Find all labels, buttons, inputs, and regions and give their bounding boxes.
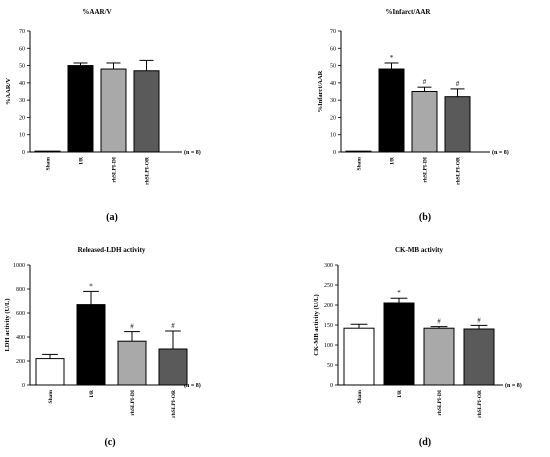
chart4-bar	[423, 327, 455, 386]
chart3-bar	[35, 358, 65, 386]
chart1-x-tick-label: I/R	[79, 156, 85, 165]
chart3-y-tick-label: 400	[16, 335, 25, 341]
chart2-bar	[378, 68, 405, 153]
chart2-bar	[411, 91, 438, 153]
chart1-y-tick-label: 40	[19, 81, 25, 87]
chart1-y-tick-label: 60	[19, 46, 25, 52]
chart3-x-tick-label: Sham	[48, 390, 54, 404]
chart2-y-axis-label: %Infarct/AAR	[317, 70, 324, 112]
chart2-panel-label: (b)	[419, 212, 431, 223]
chart1-bar	[34, 150, 61, 153]
chart1-y-axis-label: %AAR/V	[5, 78, 12, 105]
chart4-y-tick-label: 0	[330, 383, 333, 389]
chart2-bar	[345, 150, 372, 153]
chart3-significance-mark: #	[130, 323, 134, 331]
chart4-y-tick-label: 150	[324, 323, 333, 329]
chart1-x-tick-label: Sham	[46, 157, 52, 171]
chart3-x-tick-label: rhSLPI-DI	[130, 390, 136, 416]
chart4-panel-label: (d)	[419, 437, 431, 448]
chart2-x-tick-label: rhSLPI-OR	[456, 156, 462, 185]
chart4-y-tick-label: 300	[324, 263, 333, 269]
chart3-title: Released-LDH activity	[78, 246, 146, 254]
chart4-n-label: (n = 8)	[505, 382, 522, 389]
chart1-bar	[100, 68, 127, 153]
chart3-y-tick-label: 1000	[13, 263, 25, 269]
chart3-x-tick-label: I/R	[89, 389, 95, 398]
chart3-bar	[158, 348, 188, 386]
chart2-bar	[444, 96, 471, 153]
chart2-y-tick-label: 10	[330, 133, 336, 139]
chart2-y-tick-label: 30	[330, 98, 336, 104]
chart3-n-label: (n = 8)	[184, 382, 201, 389]
chart2-title: %Infarct/AAR	[386, 8, 432, 16]
chart1-y-tick-label: 70	[19, 29, 25, 35]
chart3-y-tick-label: 0	[22, 383, 25, 389]
chart4-y-tick-label: 50	[327, 363, 333, 369]
chart4-bar	[463, 328, 495, 386]
chart2-y-tick-label: 70	[330, 29, 336, 35]
chart4-x-tick-label: rhSLPI-OR	[477, 389, 483, 418]
chart4-y-axis-label: CK-MB activity (U/L)	[313, 294, 320, 355]
chart3-x-tick-label: rhSLPI-OR	[171, 389, 177, 418]
chart1-y-tick-label: 0	[22, 150, 25, 156]
chart4-significance-mark: #	[477, 316, 481, 324]
chart2-x-tick-label: rhSLPI-DI	[423, 157, 429, 183]
chart3-bar	[117, 340, 147, 386]
chart1-y-tick-label: 20	[19, 115, 25, 121]
chart2-y-tick-label: 20	[330, 115, 336, 121]
chart2-x-tick-label: Sham	[357, 157, 363, 171]
chart1-n-label: (n = 8)	[184, 149, 201, 156]
chart2-y-tick-label: 0	[333, 150, 336, 156]
chart4-x-tick-label: rhSLPI-DI	[437, 390, 443, 416]
chart1-bar	[67, 65, 94, 153]
chart1-y-tick-label: 30	[19, 98, 25, 104]
chart2-significance-mark: #	[456, 80, 460, 88]
chart2-n-label: (n = 8)	[492, 149, 509, 156]
chart3-y-axis-label: LDH activity (U/L)	[4, 298, 11, 351]
chart1-bar	[133, 70, 160, 153]
chart1-x-tick-label: rhSLPI-OR	[145, 156, 151, 185]
chart4-bar	[343, 327, 375, 386]
chart4-x-tick-label: Sham	[357, 390, 363, 404]
chart1-y-tick-label: 50	[19, 64, 25, 70]
chart3-y-tick-label: 600	[16, 311, 25, 317]
chart4-y-tick-label: 250	[324, 283, 333, 289]
chart3-bar	[76, 304, 106, 386]
chart4-title: CK-MB activity	[395, 246, 444, 254]
chart4-significance-mark: #	[437, 318, 441, 326]
chart1-x-tick-label: rhSLPI-DI	[112, 157, 118, 183]
chart1-y-tick-label: 10	[19, 133, 25, 139]
chart2-y-tick-label: 60	[330, 46, 336, 52]
chart3-significance-mark: #	[171, 322, 175, 330]
chart4-bar	[383, 302, 415, 386]
chart4-x-tick-label: I/R	[397, 389, 403, 398]
chart2-significance-mark: *	[390, 54, 394, 62]
chart3-significance-mark: *	[89, 282, 93, 290]
chart2-y-tick-label: 50	[330, 64, 336, 70]
chart3-panel-label: (c)	[104, 437, 115, 448]
chart4-significance-mark: *	[397, 289, 401, 297]
chart2-significance-mark: #	[423, 78, 427, 86]
chart4-y-tick-label: 100	[324, 343, 333, 349]
chart4-y-tick-label: 200	[324, 303, 333, 309]
chart1-title: %AAR/V	[82, 8, 111, 16]
chart2-x-tick-label: I/R	[390, 156, 396, 165]
chart3-y-tick-label: 200	[16, 359, 25, 365]
chart2-y-tick-label: 40	[330, 81, 336, 87]
chart1-panel-label: (a)	[106, 212, 118, 223]
chart3-y-tick-label: 800	[16, 287, 25, 293]
